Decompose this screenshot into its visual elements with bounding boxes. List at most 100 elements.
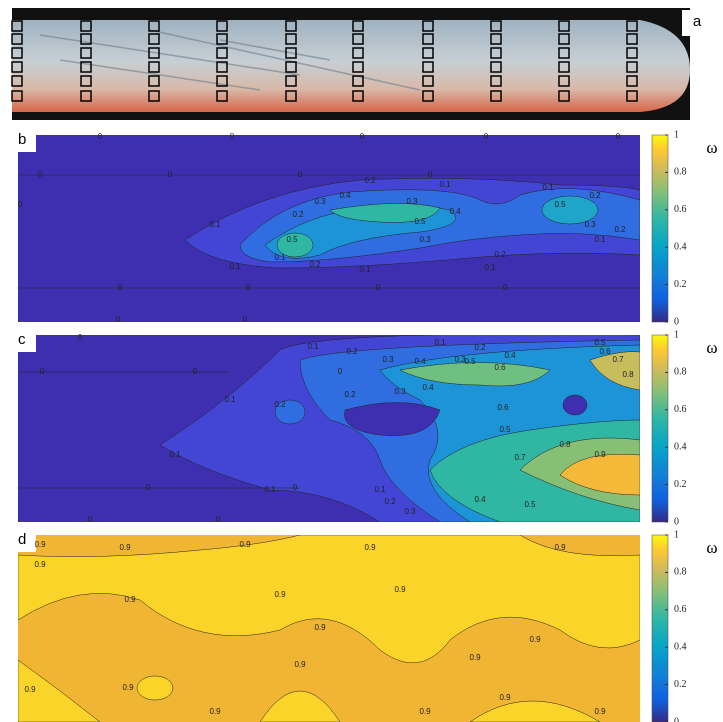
colorbar-tick-label: 0.4 (674, 641, 687, 652)
contour-label: 0.1 (484, 263, 496, 272)
contour-label: 0 (376, 283, 381, 292)
contour-label: 0.9 (529, 635, 541, 644)
colorbar-tick-label: 0 (674, 316, 679, 327)
colorbar (652, 135, 668, 322)
contour-label: 0.9 (124, 595, 136, 604)
contour-label: 0.6 (599, 347, 611, 356)
contour-label: 0 (230, 132, 235, 141)
contour-label: 0.4 (504, 351, 516, 360)
contour-label: 0.9 (294, 660, 306, 669)
contour-label: 0.1 (542, 183, 554, 192)
contour-label: 0 (78, 333, 83, 342)
contour-label: 0.1 (264, 485, 276, 494)
contour-label: 0.9 (239, 540, 251, 549)
contour-label: 0.8 (622, 370, 634, 379)
contour-label: 0.9 (209, 707, 221, 716)
contour-label: 0.6 (497, 403, 509, 412)
contour-label: 0.2 (364, 176, 376, 185)
contour-label: 0.3 (382, 355, 394, 364)
colorbar-symbol: ω (706, 338, 717, 357)
contour-label: 0.9 (24, 685, 36, 694)
contour-label: 0.6 (494, 363, 506, 372)
contour-label: 0 (360, 132, 365, 141)
contour-label: 0.5 (499, 425, 511, 434)
contour-label: 0.9 (274, 590, 286, 599)
contour-label: 0.1 (209, 220, 221, 229)
contour-label: 0 (98, 132, 103, 141)
contour-label: 0.3 (406, 197, 418, 206)
contour-label: 0.5 (554, 200, 566, 209)
contour-label: 0.2 (346, 347, 358, 356)
colorbar-tick-label: 0.6 (674, 604, 687, 615)
contour-label: 0.9 (122, 683, 134, 692)
contour-label: 0.3 (454, 355, 466, 364)
colorbar-tick-label: 0.4 (674, 441, 687, 452)
contour-label: 0 (338, 367, 343, 376)
contour-label: 0 (168, 170, 173, 179)
contour-label: 0 (246, 283, 251, 292)
contour-label: 0.1 (434, 338, 446, 347)
colorbar-tick-label: 0.2 (674, 479, 687, 490)
contour-label: 0.4 (414, 357, 426, 366)
contour-label: 0.1 (594, 235, 606, 244)
contour-label: 0.3 (394, 387, 406, 396)
colorbar-tick-label: 0.8 (674, 567, 687, 578)
contour-label: 0.1 (439, 180, 451, 189)
contour-label: 0 (293, 483, 298, 492)
contour-label: 0.8 (559, 440, 571, 449)
contour-label: 0.2 (589, 191, 601, 200)
contour-label: 0 (88, 515, 93, 524)
contour-label: 0.4 (449, 207, 461, 216)
colorbar-tick-label: 0.6 (674, 404, 687, 415)
contour-label: 0.9 (119, 543, 131, 552)
contour-label: 0 (118, 283, 123, 292)
contour-label: 0.2 (274, 400, 286, 409)
contour-label: 0.1 (307, 342, 319, 351)
colorbar-symbol: ω (706, 538, 717, 557)
contour-label: 0 (484, 132, 489, 141)
contour-label: 0.2 (494, 250, 506, 259)
contour-plot-d (18, 535, 640, 722)
contour-label: 0 (243, 315, 248, 324)
contour-label: 0.9 (554, 543, 566, 552)
contour-label: 0.4 (474, 495, 486, 504)
contour-label: 0.5 (594, 338, 606, 347)
contour-label: 0.2 (292, 210, 304, 219)
contour-label: 0.3 (419, 235, 431, 244)
contour-label: 0.1 (374, 485, 386, 494)
contour-label: 0.7 (514, 453, 526, 462)
contour-label: 0.9 (594, 707, 606, 716)
contour-label: 0.9 (419, 707, 431, 716)
specimen-photo (12, 8, 690, 120)
contour-label: 0.2 (384, 497, 396, 506)
colorbar-tick-label: 0.6 (674, 204, 687, 215)
colorbar-tick-label: 1 (674, 329, 679, 340)
panel-label: c (18, 331, 26, 348)
colorbar (652, 335, 668, 522)
contour-label: 0.2 (309, 260, 321, 269)
contour-label: 0.5 (524, 500, 536, 509)
colorbar-tick-label: 0 (674, 516, 679, 527)
contour-label: 0.9 (594, 450, 606, 459)
contour-label: 0.9 (469, 653, 481, 662)
contour-label: 0.1 (359, 265, 371, 274)
contour-label: 0 (40, 367, 45, 376)
panel-label: d (18, 531, 26, 548)
contour-label: 0.9 (34, 540, 46, 549)
contour-label: 0.2 (344, 390, 356, 399)
contour-label: 0 (298, 170, 303, 179)
contour-label: 0.3 (314, 197, 326, 206)
colorbar-tick-label: 0.2 (674, 279, 687, 290)
contour-label: 0.4 (422, 383, 434, 392)
contour-label: 0.5 (414, 217, 426, 226)
contour-plot-b (18, 135, 640, 322)
panel-label: a (693, 13, 702, 30)
figure: a b ω 0 0.2 0.4 0.6 0.8 1 0 0 0 0 0 0 0 0 0 0 0 0 0 0 0 0 0.1 0.2 0… (0, 0, 723, 722)
contour-label: 0 (193, 367, 198, 376)
colorbar (652, 535, 668, 722)
colorbar-tick-label: 1 (674, 529, 679, 540)
contour-label: 0.2 (474, 343, 486, 352)
colorbar-tick-label: 0.8 (674, 167, 687, 178)
contour-label: 0.7 (612, 355, 624, 364)
panel-label: b (18, 131, 26, 148)
